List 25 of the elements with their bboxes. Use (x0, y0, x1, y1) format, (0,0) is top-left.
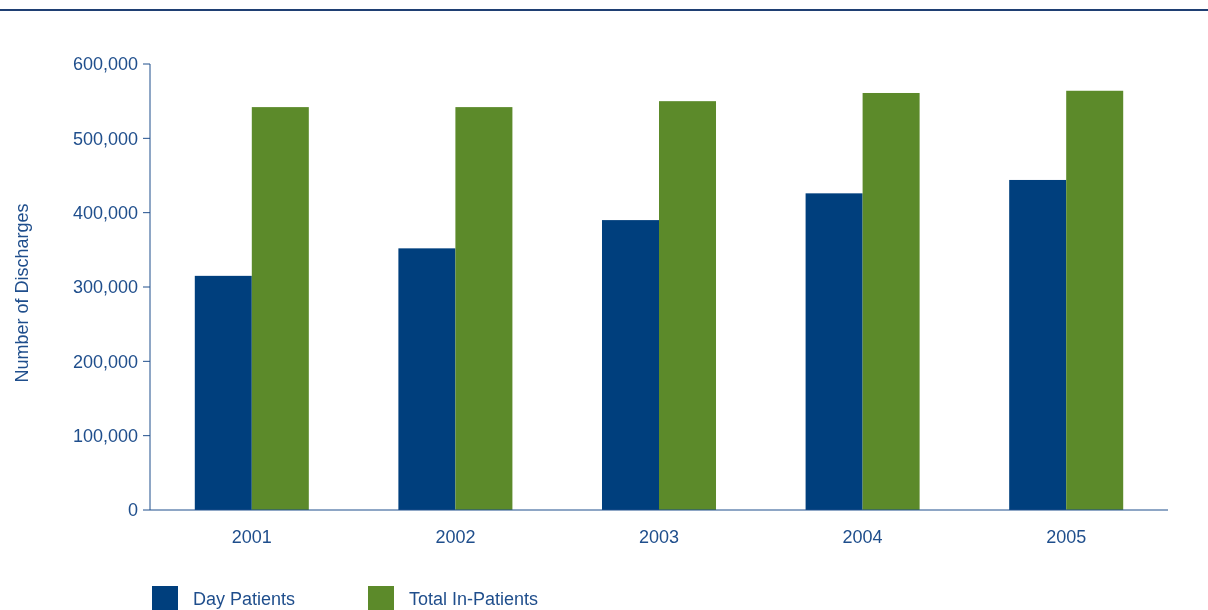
x-tick-label: 2003 (638, 527, 680, 547)
x-tick-label: 2004 (842, 527, 883, 547)
y-tick-label: 300,000 (72, 277, 138, 298)
y-tick-label: 500,000 (72, 128, 138, 149)
x-tick-label: 2001 (231, 527, 272, 547)
legend-label: Day Patients (193, 589, 296, 610)
bar (194, 275, 252, 510)
x-tick-label: 2005 (1046, 527, 1087, 547)
y-tick-label: 400,000 (72, 202, 138, 223)
bar (398, 248, 456, 510)
bar (455, 107, 513, 510)
bar (862, 92, 920, 510)
bar (1009, 179, 1067, 510)
y-tick-label: 600,000 (72, 54, 138, 75)
x-tick-label: 2002 (435, 527, 476, 547)
legend-label: Total In-Patients (409, 589, 539, 610)
bar (659, 101, 717, 510)
y-axis-title: Number of Discharges (12, 203, 32, 383)
y-tick-label: 100,000 (72, 425, 138, 446)
bar (251, 107, 309, 510)
y-tick-label: 200,000 (72, 351, 138, 372)
bar (805, 193, 863, 510)
bar (601, 220, 659, 510)
bar (1066, 90, 1124, 510)
y-tick-label: 0 (127, 500, 138, 521)
